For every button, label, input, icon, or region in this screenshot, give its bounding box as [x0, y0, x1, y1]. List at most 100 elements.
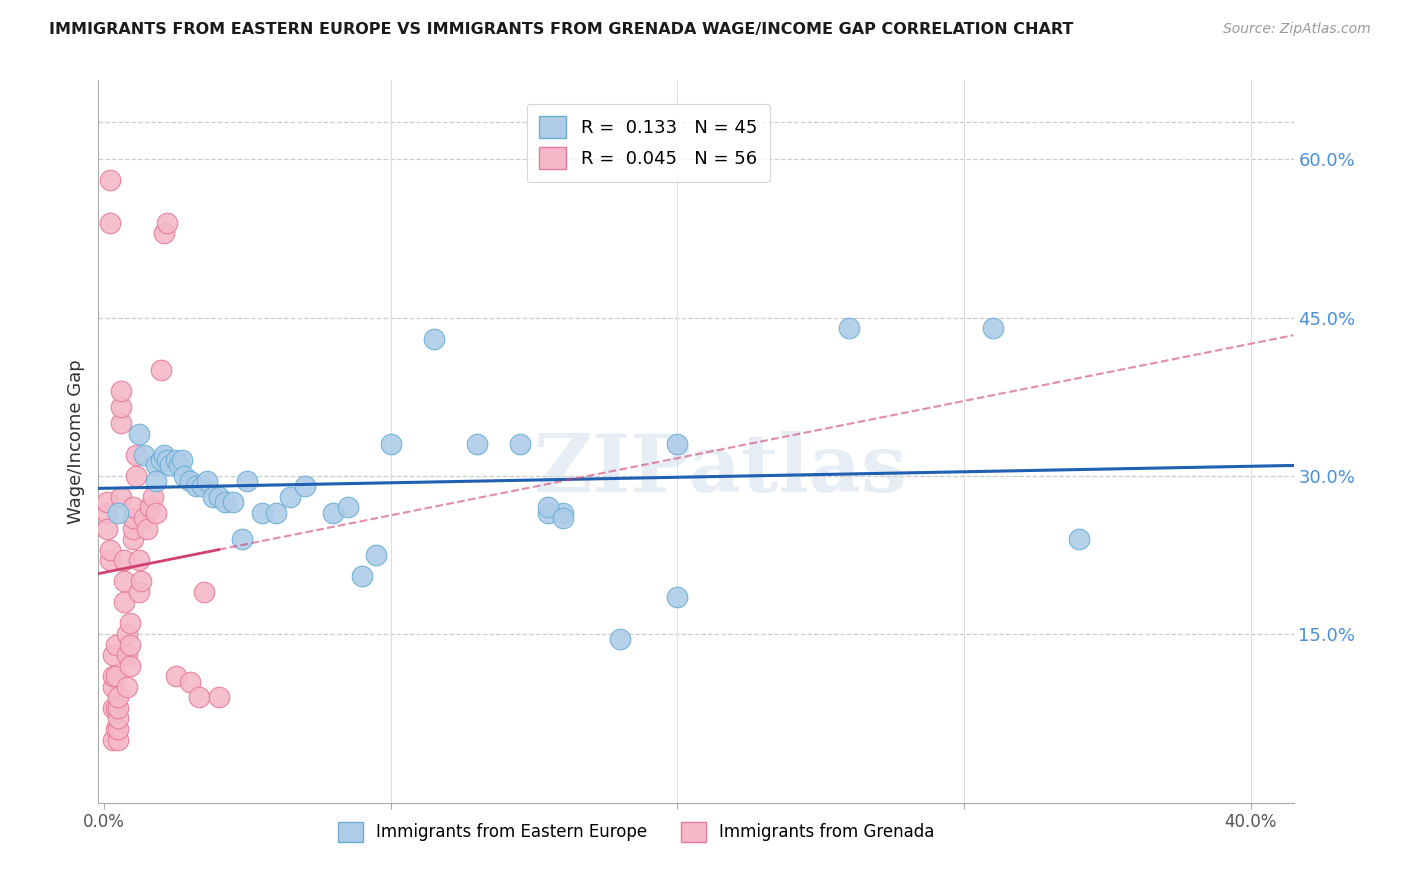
Point	[134, 511, 156, 525]
Point	[153, 226, 176, 240]
Point	[104, 701, 127, 715]
Point	[465, 437, 488, 451]
Point	[156, 453, 179, 467]
Point	[187, 690, 209, 705]
Point	[336, 500, 359, 515]
Point	[153, 448, 176, 462]
Point	[110, 401, 132, 415]
Text: ZIPatlas: ZIPatlas	[534, 432, 905, 509]
Point	[98, 553, 121, 567]
Point	[104, 722, 127, 736]
Point	[115, 648, 138, 662]
Point	[136, 522, 159, 536]
Point	[101, 669, 124, 683]
Point	[981, 321, 1004, 335]
Point	[107, 722, 129, 736]
Text: Source: ZipAtlas.com: Source: ZipAtlas.com	[1223, 22, 1371, 37]
Point	[170, 453, 193, 467]
Point	[208, 690, 231, 705]
Point	[156, 216, 179, 230]
Point	[208, 490, 231, 504]
Point	[98, 542, 121, 557]
Point	[179, 674, 201, 689]
Point	[1067, 532, 1090, 546]
Point	[551, 511, 574, 525]
Point	[107, 732, 129, 747]
Point	[110, 384, 132, 399]
Point	[222, 495, 245, 509]
Point	[666, 590, 689, 604]
Point	[322, 506, 344, 520]
Point	[121, 532, 143, 546]
Point	[124, 448, 146, 462]
Point	[294, 479, 316, 493]
Point	[131, 574, 153, 589]
Point	[118, 638, 141, 652]
Point	[118, 658, 141, 673]
Point	[101, 648, 124, 662]
Point	[537, 500, 560, 515]
Text: IMMIGRANTS FROM EASTERN EUROPE VS IMMIGRANTS FROM GRENADA WAGE/INCOME GAP CORREL: IMMIGRANTS FROM EASTERN EUROPE VS IMMIGR…	[49, 22, 1074, 37]
Point	[184, 479, 207, 493]
Point	[236, 474, 259, 488]
Point	[121, 522, 143, 536]
Point	[124, 468, 146, 483]
Point	[107, 711, 129, 725]
Point	[96, 495, 118, 509]
Point	[150, 453, 173, 467]
Point	[159, 458, 181, 473]
Point	[112, 553, 135, 567]
Point	[107, 690, 129, 705]
Point	[107, 701, 129, 715]
Point	[134, 448, 156, 462]
Point	[202, 490, 225, 504]
Point	[110, 416, 132, 430]
Point	[509, 437, 531, 451]
Point	[104, 669, 127, 683]
Point	[145, 506, 167, 520]
Point	[101, 680, 124, 694]
Point	[380, 437, 402, 451]
Point	[167, 458, 190, 473]
Point	[231, 532, 253, 546]
Point	[101, 732, 124, 747]
Point	[104, 638, 127, 652]
Point	[195, 474, 218, 488]
Point	[609, 632, 631, 647]
Point	[107, 506, 129, 520]
Point	[142, 490, 165, 504]
Point	[150, 363, 173, 377]
Point	[145, 458, 167, 473]
Point	[139, 500, 162, 515]
Point	[101, 701, 124, 715]
Point	[118, 616, 141, 631]
Point	[422, 332, 444, 346]
Point	[112, 574, 135, 589]
Point	[280, 490, 302, 504]
Point	[115, 680, 138, 694]
Point	[98, 173, 121, 187]
Point	[250, 506, 273, 520]
Legend: Immigrants from Eastern Europe, Immigrants from Grenada: Immigrants from Eastern Europe, Immigran…	[332, 815, 941, 848]
Point	[115, 627, 138, 641]
Point	[121, 511, 143, 525]
Point	[165, 453, 187, 467]
Point	[352, 569, 374, 583]
Point	[366, 548, 388, 562]
Y-axis label: Wage/Income Gap: Wage/Income Gap	[66, 359, 84, 524]
Point	[98, 216, 121, 230]
Point	[537, 506, 560, 520]
Point	[193, 585, 215, 599]
Point	[128, 585, 150, 599]
Point	[96, 522, 118, 536]
Point	[145, 474, 167, 488]
Point	[264, 506, 287, 520]
Point	[214, 495, 236, 509]
Point	[96, 506, 118, 520]
Point	[121, 500, 143, 515]
Point	[666, 437, 689, 451]
Point	[179, 474, 201, 488]
Point	[190, 479, 212, 493]
Point	[128, 426, 150, 441]
Point	[551, 506, 574, 520]
